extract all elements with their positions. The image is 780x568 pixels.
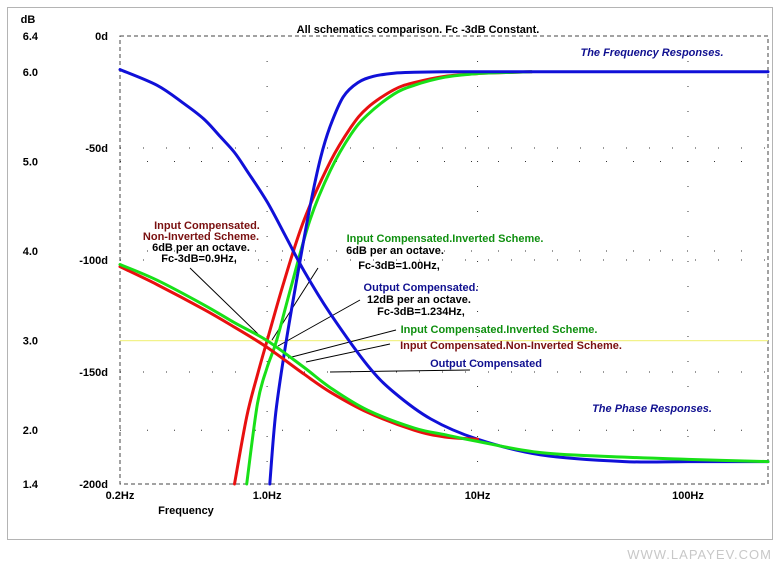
annotation-leader-line [189, 267, 259, 335]
annotation-label: Output Compensated. [364, 282, 479, 294]
annotation-label: Input Compensated.Inverted Scheme. [347, 233, 544, 245]
annotation-leader-line [329, 369, 471, 373]
annotation-label: Fc-3dB=0.9Hz, [161, 253, 237, 265]
y-right-tick-label: -50d [85, 143, 108, 155]
series-line-green-phase [118, 263, 770, 464]
y-right-tick-label: -200d [79, 479, 108, 491]
y-left-unit-label: dB [21, 14, 36, 26]
series-line-blue-phase [118, 68, 770, 464]
y-left-tick-label: 5.0 [23, 156, 38, 168]
y-left-tick-label: 6.4 [23, 31, 39, 43]
annotation-label: 6dB per an octave. [152, 242, 250, 254]
annotation-label: The Phase Responses. [592, 403, 712, 415]
y-left-tick-label: 1.4 [23, 479, 39, 491]
outer-frame [7, 7, 773, 540]
annotation-label: Fc-3dB=1.00Hz, [358, 260, 440, 272]
annotation-label: Output Compensated [430, 358, 542, 370]
annotation-label: Input Compensated.Non-Inverted Scheme. [400, 340, 622, 352]
annotation-label: The Frequency Responses. [580, 47, 723, 59]
y-left-tick-label: 6.0 [23, 67, 38, 79]
annotation-label: Non-Inverted Scheme. [143, 231, 259, 243]
y-right-tick-label: -150d [79, 367, 108, 379]
annotation-leader-line [277, 299, 361, 347]
x-tick-label: 0.2Hz [106, 490, 135, 502]
y-left-tick-label: 4.0 [23, 246, 38, 258]
y-right-tick-label: -100d [79, 255, 108, 267]
annotation-label: 12dB per an octave. [367, 294, 471, 306]
y-left-tick-label: 3.0 [23, 336, 38, 348]
watermark: WWW.LAPAYEV.COM [627, 547, 772, 562]
y-right-tick-label: 0d [95, 31, 108, 43]
annotation-label: 6dB per an octave. [346, 245, 444, 257]
series-line-green-magnitude [245, 70, 533, 486]
annotation-label: Input Compensated. [154, 220, 260, 232]
x-tick-label: 10Hz [465, 490, 491, 502]
series-line-blue-magnitude [268, 70, 770, 486]
x-tick-label: 100Hz [672, 490, 704, 502]
series-line-red-magnitude [233, 70, 533, 486]
annotation-leader-line [287, 329, 397, 359]
annotation-label: Fc-3dB=1.234Hz, [377, 306, 465, 318]
annotation-leader-line [305, 343, 391, 363]
x-axis-label: Frequency [158, 505, 215, 517]
annotation-label: Input Compensated.Inverted Scheme. [401, 324, 598, 336]
x-tick-label: 1.0Hz [253, 490, 282, 502]
y-left-tick-label: 2.0 [23, 425, 38, 437]
series-line-red-phase [118, 265, 479, 441]
chart-title: All schematics comparison. Fc -3dB Const… [297, 24, 540, 36]
